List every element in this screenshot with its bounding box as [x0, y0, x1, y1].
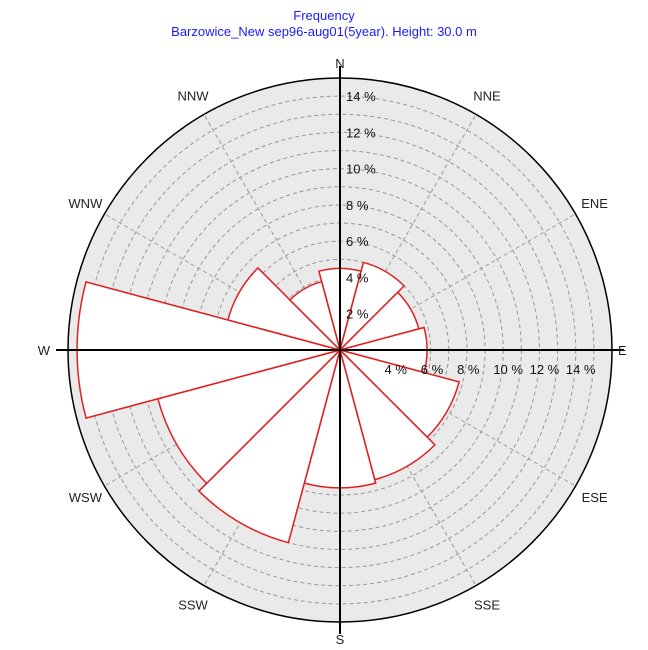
sector-wedge-ssw	[197, 347, 342, 544]
sector-edge	[289, 299, 341, 351]
direction-label-n: N	[335, 56, 344, 71]
sector-edge	[339, 262, 365, 351]
tick-label-east: 14 %	[566, 362, 596, 377]
sector-edge	[287, 349, 341, 543]
direction-label-wnw: WNW	[68, 196, 103, 211]
tick-label-north: 2 %	[346, 307, 369, 322]
tick-label-east: 10 %	[493, 362, 523, 377]
chart-title-block: Frequency Barzowice_New sep96-aug01(5yea…	[0, 8, 648, 40]
direction-label-s: S	[336, 632, 345, 647]
tick-label-east: 6 %	[421, 362, 444, 377]
direction-label-nnw: NNW	[177, 88, 209, 103]
sector-edge	[321, 281, 341, 351]
chart-title: Frequency	[293, 8, 355, 23]
sector-edge	[339, 349, 460, 383]
sector-edge	[85, 349, 341, 419]
direction-label-ese: ESE	[582, 490, 608, 505]
direction-label-w: W	[38, 343, 51, 358]
sector-edge	[206, 349, 341, 484]
direction-label-nne: NNE	[473, 88, 501, 103]
tick-label-north: 4 %	[346, 270, 369, 285]
direction-label-e: E	[618, 343, 627, 358]
sector-edge	[339, 326, 425, 351]
sector-edge	[339, 349, 377, 484]
tick-label-east: 8 %	[457, 362, 480, 377]
sector-edge	[339, 349, 436, 446]
outer-ring	[67, 77, 613, 623]
sector-wedge-wsw	[156, 348, 343, 485]
sector-edge	[339, 291, 399, 351]
direction-label-ene: ENE	[581, 196, 608, 211]
tick-label-north: 10 %	[346, 162, 376, 177]
sector-edge	[227, 319, 341, 351]
sector-edge	[257, 267, 341, 351]
sector-edge	[85, 281, 341, 351]
direction-label-sse: SSE	[474, 598, 500, 613]
tick-label-north: 8 %	[346, 198, 369, 213]
tick-label-east: 12 %	[530, 362, 560, 377]
tick-label-north: 6 %	[346, 234, 369, 249]
direction-label-ssw: SSW	[178, 598, 208, 613]
chart-subtitle: Barzowice_New sep96-aug01(5year). Height…	[171, 24, 477, 39]
tick-label-north: 14 %	[346, 89, 376, 104]
direction-label-wsw: WSW	[69, 490, 103, 505]
tick-label-east: 4 %	[385, 362, 408, 377]
tick-label-north: 12 %	[346, 125, 376, 140]
